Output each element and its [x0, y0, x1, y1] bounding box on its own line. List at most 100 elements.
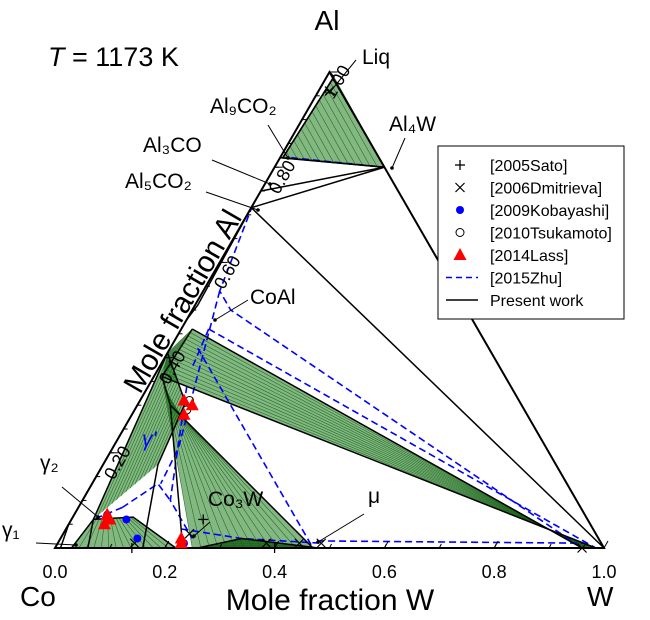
x-minor-tick	[274, 543, 278, 549]
x-minor-tick	[109, 543, 113, 549]
phase-label: CoAl	[250, 286, 296, 309]
cross-b	[577, 543, 587, 553]
phase-label-leader-tip	[256, 208, 260, 212]
tie-line	[311, 111, 342, 164]
tie-line	[143, 391, 182, 477]
legend-marker-cross	[455, 182, 465, 193]
phase-label-leader-tip	[192, 534, 196, 538]
zhu-2015-boundary-8	[317, 540, 585, 544]
zhu-2015-boundary-0	[218, 205, 583, 549]
tie-line-fill-layer	[71, 76, 596, 549]
phase-label: Al₃CO	[143, 134, 202, 157]
temperature-value: = 1173 K	[65, 42, 179, 72]
present-work-boundary-9	[161, 375, 597, 549]
tie-line	[139, 388, 181, 481]
tie-line	[111, 366, 173, 504]
phase-label: γ'	[142, 428, 158, 451]
legend-label: [2006Dmitrieva]	[490, 181, 602, 198]
tie-line	[116, 370, 175, 501]
tie-line	[97, 356, 170, 516]
phase-label-leader	[267, 124, 289, 159]
x-minor-tick	[493, 543, 497, 549]
phase-label-leader-tip	[74, 543, 78, 547]
tie-line	[170, 362, 592, 549]
zhu-2015-boundary-10	[191, 328, 210, 368]
tie-line	[165, 345, 182, 362]
present-work-boundary-3	[260, 166, 385, 192]
x-minor-tick	[219, 543, 223, 549]
legend-marker-shape-filled-triangle	[453, 248, 467, 260]
x-minor-tick	[548, 543, 552, 549]
tie-line	[181, 345, 588, 549]
tie-line	[319, 99, 356, 165]
apex-label-bottom-left: Co	[20, 581, 56, 612]
data-point-filled-triangle	[177, 393, 191, 406]
tie-line	[127, 517, 162, 549]
tie-line	[166, 335, 189, 357]
legend-marker-shape-filled-circle	[456, 206, 464, 214]
phase-label-leader	[193, 521, 211, 537]
phase-label-leader-tip	[286, 156, 290, 160]
tie-line	[293, 140, 305, 160]
legend-box	[437, 145, 625, 320]
legend-marker-filled-circle	[456, 206, 464, 214]
data-point-cross	[261, 538, 272, 549]
tie-line	[93, 518, 103, 549]
legend-label: [2014Lass]	[490, 248, 568, 265]
zhu-2015-boundary-3	[208, 328, 597, 549]
cross-b	[294, 538, 305, 549]
phase-label: μ	[368, 485, 380, 508]
tie-line	[179, 349, 589, 549]
experimental-points-layer	[97, 86, 587, 553]
tie-line	[304, 122, 327, 162]
tie-line	[164, 349, 180, 364]
tie-line	[166, 339, 186, 359]
data-point-cross	[294, 538, 305, 549]
cross-b	[455, 182, 465, 193]
x-minor-tick	[329, 543, 332, 549]
x-tick-mark	[603, 540, 609, 549]
phase-label-layer: Liq Al₉CO₂ Al₄W Al₃CO Al₅CO₂ CoAl γ₂ γ₁ γ' Co₃W μ	[2, 46, 436, 547]
tie-line	[148, 395, 184, 473]
data-point-filled-circle	[133, 534, 142, 543]
present-work-boundary-10	[169, 404, 314, 549]
temperature-symbol: T	[48, 42, 67, 72]
present-work-boundary-6	[250, 207, 605, 549]
phase-label: γ₁	[2, 519, 20, 542]
tie-line	[130, 516, 169, 549]
tie-line	[124, 517, 154, 549]
phase-label-leader-tip	[268, 182, 272, 186]
zhu-2015-boundary-6	[121, 482, 171, 509]
data-point-filled-triangle	[185, 398, 199, 411]
legend-marker-shape-plus	[455, 160, 465, 170]
legend-label: [2005Sato]	[490, 158, 567, 175]
zhu-2015-boundary-1	[159, 290, 221, 485]
phase-label: Co₃W	[208, 488, 263, 511]
phase-label-leader	[317, 513, 365, 543]
phase-label-leader	[61, 486, 99, 518]
cross-b	[261, 538, 272, 549]
legend-label: [2015Zhu]	[490, 271, 562, 288]
phase-label-leader-tip	[328, 90, 332, 94]
tie-line	[177, 352, 590, 549]
present-work-boundary-16	[197, 537, 319, 549]
tie-line	[106, 363, 172, 508]
phase-label-leader-tip	[96, 515, 100, 519]
x-minor-tick	[383, 543, 387, 549]
tie-line-region-0	[282, 76, 385, 168]
phase-label: Al₉CO₂	[210, 95, 277, 118]
tie-line	[297, 134, 313, 161]
tie-line	[174, 355, 591, 549]
tie-line	[166, 332, 191, 355]
tie-line	[326, 88, 371, 166]
tie-line	[120, 374, 176, 497]
legend-label: [2009Kobayashi]	[490, 203, 609, 220]
legend: [2005Sato] [2006Dmitrieva] [2009Kobayashi]…	[437, 145, 625, 320]
tie-line	[329, 82, 378, 167]
tie-line	[167, 328, 193, 354]
legend-marker-filled-triangle	[453, 248, 467, 260]
phase-label-leader	[391, 137, 406, 169]
cross-b	[184, 528, 195, 539]
x-minor-tick	[164, 543, 168, 549]
